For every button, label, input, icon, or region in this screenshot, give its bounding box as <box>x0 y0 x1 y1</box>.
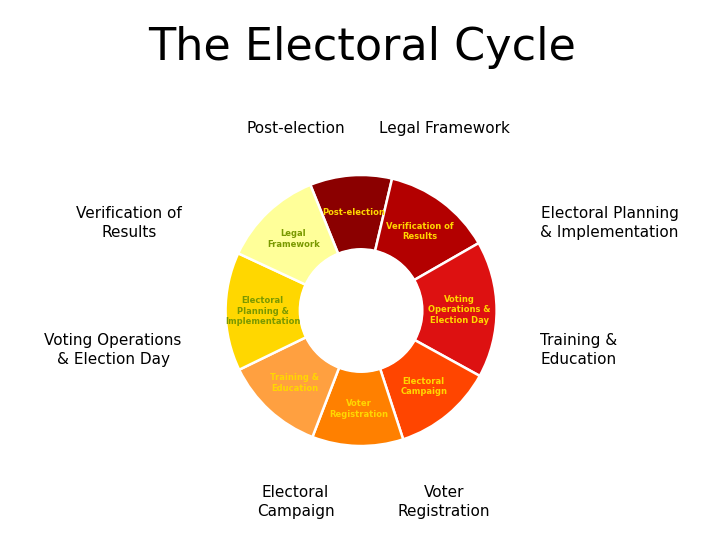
Wedge shape <box>414 243 497 376</box>
Text: Voter
Registration: Voter Registration <box>329 399 388 418</box>
Text: Voter
Registration: Voter Registration <box>398 485 490 519</box>
Wedge shape <box>380 340 480 440</box>
Text: Voting
Operations &
Election Day: Voting Operations & Election Day <box>428 295 491 325</box>
Text: Verification of
Results: Verification of Results <box>76 206 182 240</box>
Wedge shape <box>238 185 338 285</box>
Wedge shape <box>239 338 339 437</box>
Text: Training &
Education: Training & Education <box>540 333 618 367</box>
Wedge shape <box>225 253 306 370</box>
Text: Legal
Framework: Legal Framework <box>267 230 320 249</box>
Text: Legal Framework: Legal Framework <box>379 120 510 136</box>
Text: The Electoral Cycle: The Electoral Cycle <box>148 26 576 69</box>
Text: Voting Operations
& Election Day: Voting Operations & Election Day <box>45 333 182 367</box>
Text: Electoral
Campaign: Electoral Campaign <box>257 485 334 519</box>
Text: Electoral
Campaign: Electoral Campaign <box>400 376 447 396</box>
Text: Electoral
Planning &
Implementation: Electoral Planning & Implementation <box>225 296 300 326</box>
Text: Verification of
Results: Verification of Results <box>386 222 454 241</box>
Circle shape <box>300 249 423 372</box>
Text: Post-election: Post-election <box>322 208 385 217</box>
Wedge shape <box>375 179 479 280</box>
Text: Electoral Planning
& Implementation: Electoral Planning & Implementation <box>540 206 679 240</box>
Wedge shape <box>312 368 403 446</box>
Wedge shape <box>310 175 392 254</box>
Text: Training &
Education: Training & Education <box>270 373 319 393</box>
Text: Post-election: Post-election <box>246 120 345 136</box>
